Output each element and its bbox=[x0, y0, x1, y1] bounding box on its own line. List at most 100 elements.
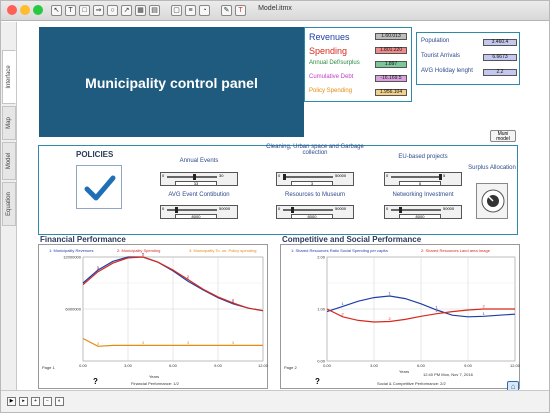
tab-model[interactable]: Model bbox=[2, 142, 16, 180]
slider-value[interactable]: 8000 bbox=[399, 214, 441, 219]
knob-tool-icon[interactable]: ◔ bbox=[199, 5, 210, 16]
slider-max: 50000 bbox=[335, 206, 347, 211]
stock-tool-icon[interactable]: □ bbox=[79, 5, 90, 16]
zoom-in-icon[interactable]: + bbox=[31, 397, 40, 406]
series-marker: 2 bbox=[97, 266, 100, 271]
step-icon[interactable]: ▸ bbox=[19, 397, 28, 406]
slider-thumb[interactable] bbox=[439, 174, 442, 180]
slider-max: 50000 bbox=[443, 206, 455, 211]
muni-model-button[interactable]: Muni model bbox=[490, 130, 516, 142]
slider-thumb[interactable] bbox=[398, 207, 402, 213]
x-tick-label: 0.00 bbox=[79, 363, 88, 368]
slider-label: AVG Event Contibution bbox=[168, 192, 230, 198]
legend-entry: 1: Shared Resources Ratio Social Spendin… bbox=[291, 248, 388, 253]
slider-track bbox=[391, 176, 441, 178]
legend-entry: 3: Municipality To. on. Policy spending bbox=[189, 248, 257, 253]
connector-tool-icon[interactable]: ↗ bbox=[121, 5, 132, 16]
series-marker: 3 bbox=[187, 340, 190, 345]
slider-max: 50000 bbox=[219, 206, 231, 211]
converter-tool-icon[interactable]: ○ bbox=[107, 5, 118, 16]
series-line-1 bbox=[82, 256, 264, 312]
slider-max: 30 bbox=[219, 173, 224, 178]
zoom-out-icon[interactable]: − bbox=[43, 397, 52, 406]
policies-title: POLICIES bbox=[76, 150, 114, 159]
policy-slider[interactable]: 0 50000 8000 bbox=[384, 205, 462, 219]
indicator-value: 1.956.104 bbox=[375, 89, 407, 96]
competitive-chart: 0.00 3.00 6.00 9.00 12.002.001.000.001111222… bbox=[317, 255, 521, 369]
series-marker: 2 bbox=[142, 252, 145, 257]
policy-slider[interactable]: 0 50000 8000 bbox=[276, 205, 354, 219]
minimize-window-button[interactable] bbox=[20, 5, 30, 15]
zoom-window-button[interactable] bbox=[33, 5, 43, 15]
surplus-allocation-knob[interactable] bbox=[476, 183, 508, 219]
x-tick-label: 0.00 bbox=[323, 363, 332, 368]
slider-thumb[interactable] bbox=[283, 174, 286, 180]
text-color-icon[interactable]: T bbox=[235, 5, 246, 16]
slider-thumb[interactable] bbox=[290, 207, 294, 213]
y-tick-label: 6000000 bbox=[65, 307, 81, 312]
series-marker: 2 bbox=[187, 274, 190, 279]
graph-tool-icon[interactable]: ▦ bbox=[135, 5, 146, 16]
tab-interface-label: Interface bbox=[6, 65, 12, 89]
interface-canvas: Municipality control panel Revenues 1.60.… bbox=[18, 22, 549, 390]
population-value: 6.6673 bbox=[483, 54, 517, 61]
x-tick-label: 3.00 bbox=[370, 363, 379, 368]
tab-interface[interactable]: Interface bbox=[2, 50, 16, 104]
x-tick-label: 9.00 bbox=[464, 363, 473, 368]
competitive-help-button[interactable]: ? bbox=[315, 377, 320, 386]
slider-value[interactable]: 5 bbox=[399, 181, 441, 186]
slider-value[interactable]: 8000 bbox=[175, 214, 217, 219]
slider-min: 0 bbox=[386, 173, 389, 178]
y-tick-label: 12000000 bbox=[63, 255, 82, 260]
slider-thumb[interactable] bbox=[174, 207, 178, 213]
tab-equation[interactable]: Equation bbox=[2, 182, 16, 226]
x-tick-label: 12.00 bbox=[258, 363, 269, 368]
financial-help-button[interactable]: ? bbox=[93, 377, 98, 386]
slider-label: Cleaning, Urban space and Garbage collec… bbox=[266, 144, 364, 156]
flow-tool-icon[interactable]: ⇒ bbox=[93, 5, 104, 16]
population-label: Population bbox=[421, 38, 450, 44]
policy-slider[interactable]: 0 50000 3 bbox=[276, 172, 354, 186]
slider-min: 0 bbox=[162, 206, 165, 211]
slider-min: 0 bbox=[278, 173, 281, 178]
slider-value[interactable]: 33 bbox=[175, 181, 217, 186]
series-marker: 3 bbox=[232, 340, 235, 345]
drawing-tool-icon[interactable]: ✎ bbox=[221, 5, 232, 16]
slider-thumb[interactable] bbox=[193, 174, 197, 180]
run-icon[interactable]: ▶ bbox=[7, 397, 16, 406]
lock-icon[interactable]: ◐ bbox=[55, 397, 64, 406]
slider-max: 50000 bbox=[335, 173, 347, 178]
indicator-label: Spending bbox=[309, 46, 348, 56]
tab-map[interactable]: Map bbox=[2, 106, 16, 140]
y-tick-label: 0.00 bbox=[317, 359, 326, 364]
series-marker: 2 bbox=[483, 304, 486, 309]
slider-tool-icon[interactable]: ≡ bbox=[185, 5, 196, 16]
text-tool-icon[interactable]: T bbox=[65, 5, 76, 16]
competitive-page-label: Page 2 bbox=[284, 365, 297, 370]
slider-value[interactable]: 8000 bbox=[291, 214, 333, 219]
banner-title: Municipality control panel bbox=[85, 75, 258, 91]
legend-entry: 2: Shared Resources Land area Image bbox=[421, 248, 490, 253]
table-tool-icon[interactable]: ▤ bbox=[149, 5, 160, 16]
population-panel: Population 3.460.4 Tourist Arrivals 6.6673 A… bbox=[416, 32, 520, 85]
slider-min: 0 bbox=[278, 206, 281, 211]
pointer-tool-icon[interactable]: ↖ bbox=[51, 5, 62, 16]
y-tick-label: 2.00 bbox=[317, 255, 326, 260]
button-tool-icon[interactable]: ▢ bbox=[171, 5, 182, 16]
slider-value[interactable]: 3 bbox=[291, 181, 333, 186]
policy-enable-toggle[interactable] bbox=[76, 165, 122, 209]
x-tick-label: 6.00 bbox=[169, 363, 178, 368]
policy-slider[interactable]: 0 30 33 bbox=[160, 172, 238, 186]
title-banner: Municipality control panel bbox=[39, 27, 304, 137]
series-marker: 1 bbox=[389, 291, 392, 296]
window-title: Model.itmx bbox=[258, 5, 292, 12]
financial-chart-frame: 1: Municipality Revenues 2: Municipality … bbox=[38, 244, 269, 389]
indicator-label: Cumulative Debt bbox=[309, 74, 354, 80]
series-marker: 1 bbox=[142, 252, 145, 257]
series-line-2 bbox=[326, 308, 515, 323]
series-line-3 bbox=[82, 337, 263, 347]
policy-slider[interactable]: 0 50000 8000 bbox=[160, 205, 238, 219]
close-window-button[interactable] bbox=[7, 5, 17, 15]
